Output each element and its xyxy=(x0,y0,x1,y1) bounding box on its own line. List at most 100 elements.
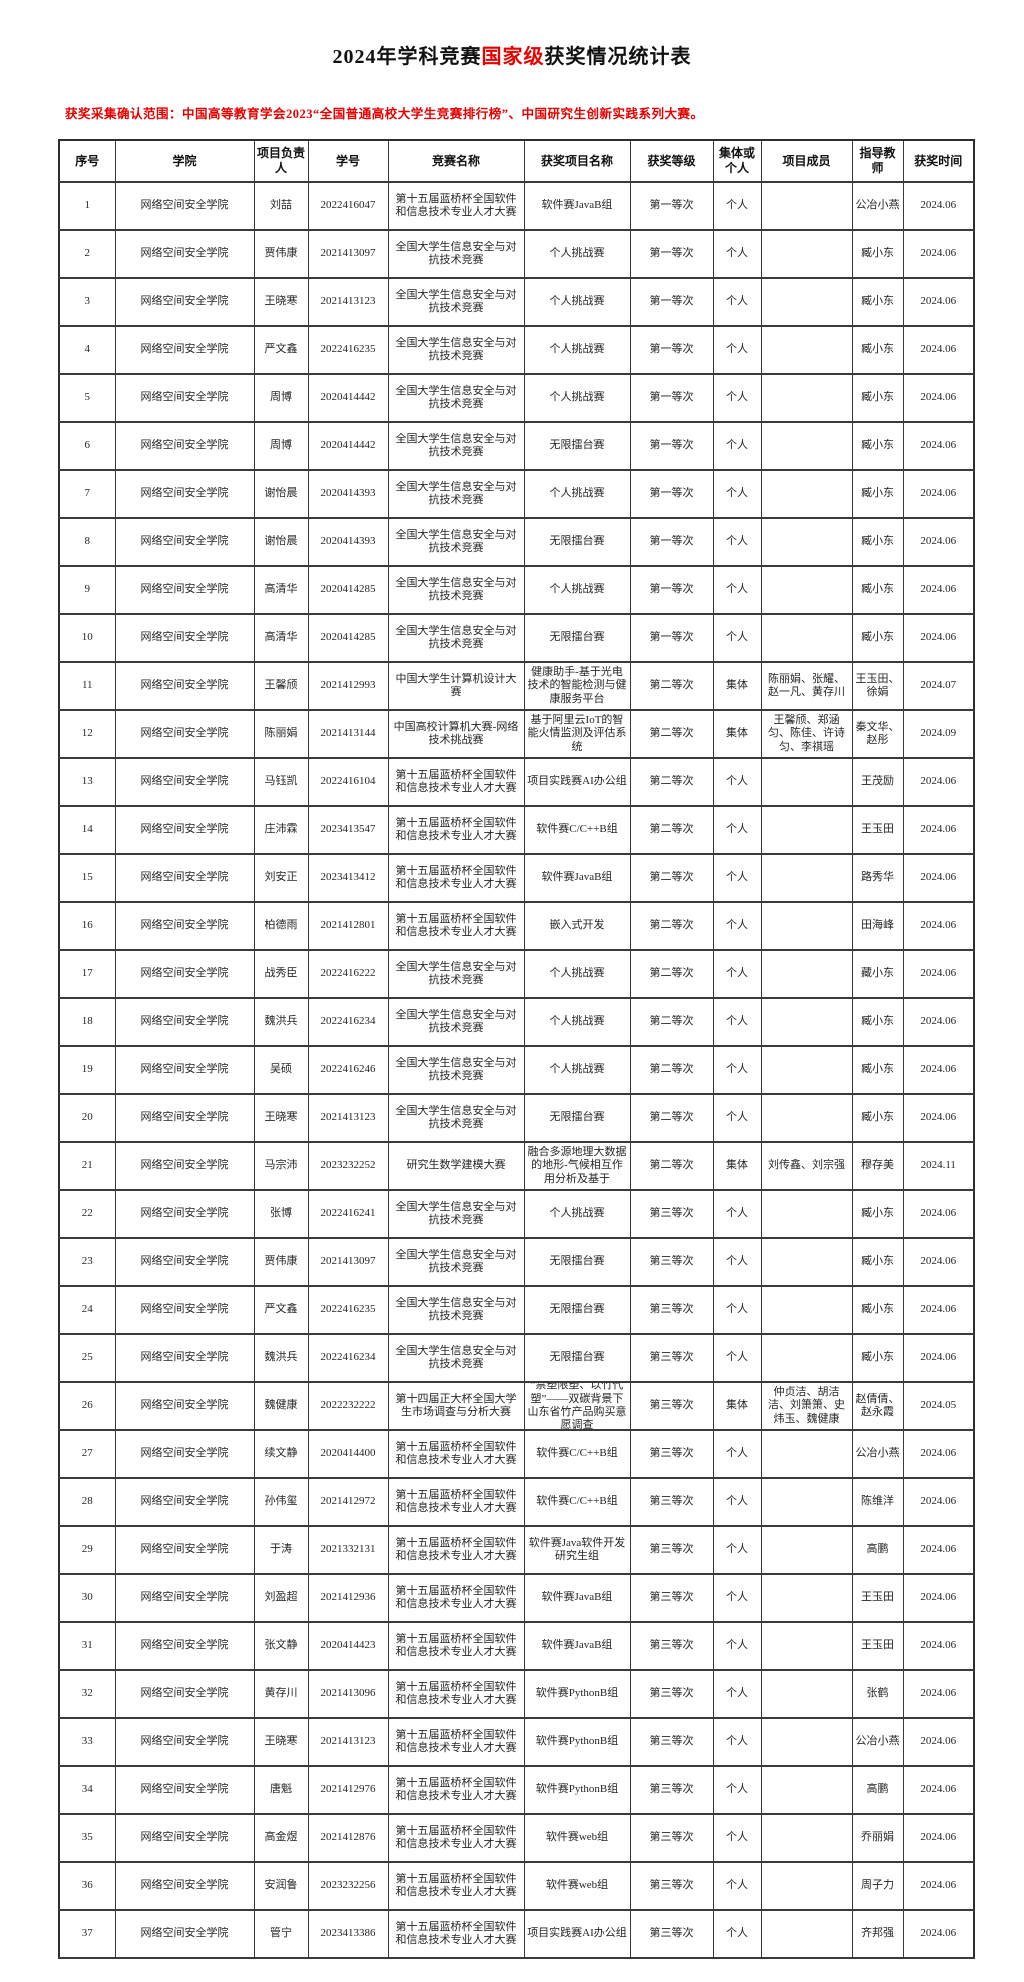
cell-student-id: 2022416047 xyxy=(308,182,389,231)
cell-date: 2024.06 xyxy=(903,1238,975,1287)
cell-members xyxy=(761,1814,853,1863)
cell-project: 软件赛C/C++B组 xyxy=(524,1478,631,1527)
cell-members xyxy=(761,1574,853,1623)
cell-index: 16 xyxy=(59,902,116,951)
cell-date: 2024.06 xyxy=(903,518,975,567)
cell-project: 基于阿里云IoT的智能火情监测及评估系统 xyxy=(524,710,631,759)
cell-advisor: 田海峰 xyxy=(852,902,904,951)
cell-group-or-individual: 个人 xyxy=(713,566,762,615)
cell-project: 个人挑战赛 xyxy=(524,470,631,519)
cell-college: 网络空间安全学院 xyxy=(115,1910,255,1959)
cell-members xyxy=(761,1190,853,1239)
cell-competition: 第十五届蓝桥杯全国软件和信息技术专业人才大赛 xyxy=(388,758,525,807)
cell-leader: 魏健康 xyxy=(254,1382,309,1431)
cell-leader: 周博 xyxy=(254,374,309,423)
cell-college: 网络空间安全学院 xyxy=(115,422,255,471)
cell-college: 网络空间安全学院 xyxy=(115,1190,255,1239)
cell-index: 25 xyxy=(59,1334,116,1383)
cell-members xyxy=(761,854,853,903)
cell-group-or-individual: 个人 xyxy=(713,422,762,471)
cell-competition: 第十五届蓝桥杯全国软件和信息技术专业人才大赛 xyxy=(388,182,525,231)
cell-index: 27 xyxy=(59,1430,116,1479)
cell-index: 33 xyxy=(59,1718,116,1767)
header-cell-date: 获奖时间 xyxy=(903,140,975,183)
cell-grade: 第二等次 xyxy=(630,758,714,807)
header-cell-college: 学院 xyxy=(115,140,255,183)
cell-student-id: 2020414393 xyxy=(308,518,389,567)
cell-date: 2024.06 xyxy=(903,1910,975,1959)
cell-competition: 中国大学生计算机设计大赛 xyxy=(388,662,525,711)
table-row: 24 网络空间安全学院 严文鑫 2022416235 全国大学生信息安全与对抗技术竞赛无… xyxy=(59,1286,975,1335)
table-row: 2 网络空间安全学院 贾伟康 2021413097 全国大学生信息安全与对抗技术竞赛 个人… xyxy=(59,230,975,279)
cell-leader: 严文鑫 xyxy=(254,326,309,375)
cell-advisor: 公冶小燕 xyxy=(852,182,904,231)
header-cell-leader: 项目负责人 xyxy=(254,140,309,183)
cell-student-id: 2021413123 xyxy=(308,1718,389,1767)
cell-date: 2024.06 xyxy=(903,1478,975,1527)
cell-members xyxy=(761,230,853,279)
cell-advisor: 王玉田 xyxy=(852,806,904,855)
cell-competition: 第十五届蓝桥杯全国软件和信息技术专业人才大赛 xyxy=(388,1718,525,1767)
cell-competition: 全国大学生信息安全与对抗技术竞赛 xyxy=(388,998,525,1047)
cell-leader: 柏德雨 xyxy=(254,902,309,951)
cell-index: 3 xyxy=(59,278,116,327)
cell-college: 网络空间安全学院 xyxy=(115,806,255,855)
cell-grade: 第三等次 xyxy=(630,1910,714,1959)
cell-group-or-individual: 集体 xyxy=(713,1382,762,1431)
cell-grade: 第二等次 xyxy=(630,710,714,759)
cell-members xyxy=(761,566,853,615)
cell-index: 5 xyxy=(59,374,116,423)
cell-grade: 第一等次 xyxy=(630,470,714,519)
cell-project: 软件赛JavaB组 xyxy=(524,182,631,231)
cell-leader: 魏洪兵 xyxy=(254,998,309,1047)
cell-index: 23 xyxy=(59,1238,116,1287)
cell-group-or-individual: 个人 xyxy=(713,1478,762,1527)
cell-group-or-individual: 个人 xyxy=(713,902,762,951)
cell-project: 软件赛JavaB组 xyxy=(524,854,631,903)
cell-advisor: 乔丽娟 xyxy=(852,1814,904,1863)
cell-student-id: 2021412972 xyxy=(308,1478,389,1527)
cell-date: 2024.06 xyxy=(903,230,975,279)
cell-college: 网络空间安全学院 xyxy=(115,854,255,903)
cell-competition: 第十五届蓝桥杯全国软件和信息技术专业人才大赛 xyxy=(388,902,525,951)
cell-grade: 第二等次 xyxy=(630,1094,714,1143)
cell-index: 36 xyxy=(59,1862,116,1911)
cell-college: 网络空间安全学院 xyxy=(115,1334,255,1383)
cell-date: 2024.06 xyxy=(903,1430,975,1479)
cell-members xyxy=(761,1622,853,1671)
cell-index: 12 xyxy=(59,710,116,759)
cell-group-or-individual: 集体 xyxy=(713,1142,762,1191)
cell-index: 19 xyxy=(59,1046,116,1095)
cell-index: 18 xyxy=(59,998,116,1047)
cell-competition: 第十四届正大杯全国大学生市场调查与分析大赛 xyxy=(388,1382,525,1431)
cell-date: 2024.06 xyxy=(903,422,975,471)
cell-members: 刘传鑫、刘宗强 xyxy=(761,1142,853,1191)
cell-competition: 全国大学生信息安全与对抗技术竞赛 xyxy=(388,326,525,375)
table-row: 36 网络空间安全学院 安润鲁 2023232256 第十五届蓝桥杯全国软件和信息技术专… xyxy=(59,1862,975,1911)
cell-student-id: 2021413123 xyxy=(308,1094,389,1143)
cell-project: 个人挑战赛 xyxy=(524,326,631,375)
cell-date: 2024.06 xyxy=(903,1046,975,1095)
cell-grade: 第三等次 xyxy=(630,1238,714,1287)
cell-student-id: 2021412936 xyxy=(308,1574,389,1623)
cell-grade: 第三等次 xyxy=(630,1862,714,1911)
table-row: 6 网络空间安全学院 周博 2020414442 全国大学生信息安全与对抗技术竞赛 无限擂… xyxy=(59,422,975,471)
cell-members xyxy=(761,1478,853,1527)
cell-leader: 王晓寒 xyxy=(254,278,309,327)
cell-group-or-individual: 集体 xyxy=(713,662,762,711)
cell-college: 网络空间安全学院 xyxy=(115,1718,255,1767)
cell-grade: 第三等次 xyxy=(630,1190,714,1239)
cell-student-id: 2023413547 xyxy=(308,806,389,855)
cell-index: 6 xyxy=(59,422,116,471)
cell-group-or-individual: 个人 xyxy=(713,1094,762,1143)
cell-date: 2024.06 xyxy=(903,1670,975,1719)
cell-advisor: 臧小东 xyxy=(852,1334,904,1383)
cell-group-or-individual: 集体 xyxy=(713,710,762,759)
cell-student-id: 2021412876 xyxy=(308,1814,389,1863)
cell-college: 网络空间安全学院 xyxy=(115,950,255,999)
cell-project: 软件赛JavaB组 xyxy=(524,1574,631,1623)
cell-leader: 高金煜 xyxy=(254,1814,309,1863)
scope-note: 获奖采集确认范围：中国高等教育学会2023“全国普通高校大学生竞赛排行榜”、中国… xyxy=(65,107,704,121)
cell-competition: 全国大学生信息安全与对抗技术竞赛 xyxy=(388,230,525,279)
cell-college: 网络空间安全学院 xyxy=(115,1238,255,1287)
